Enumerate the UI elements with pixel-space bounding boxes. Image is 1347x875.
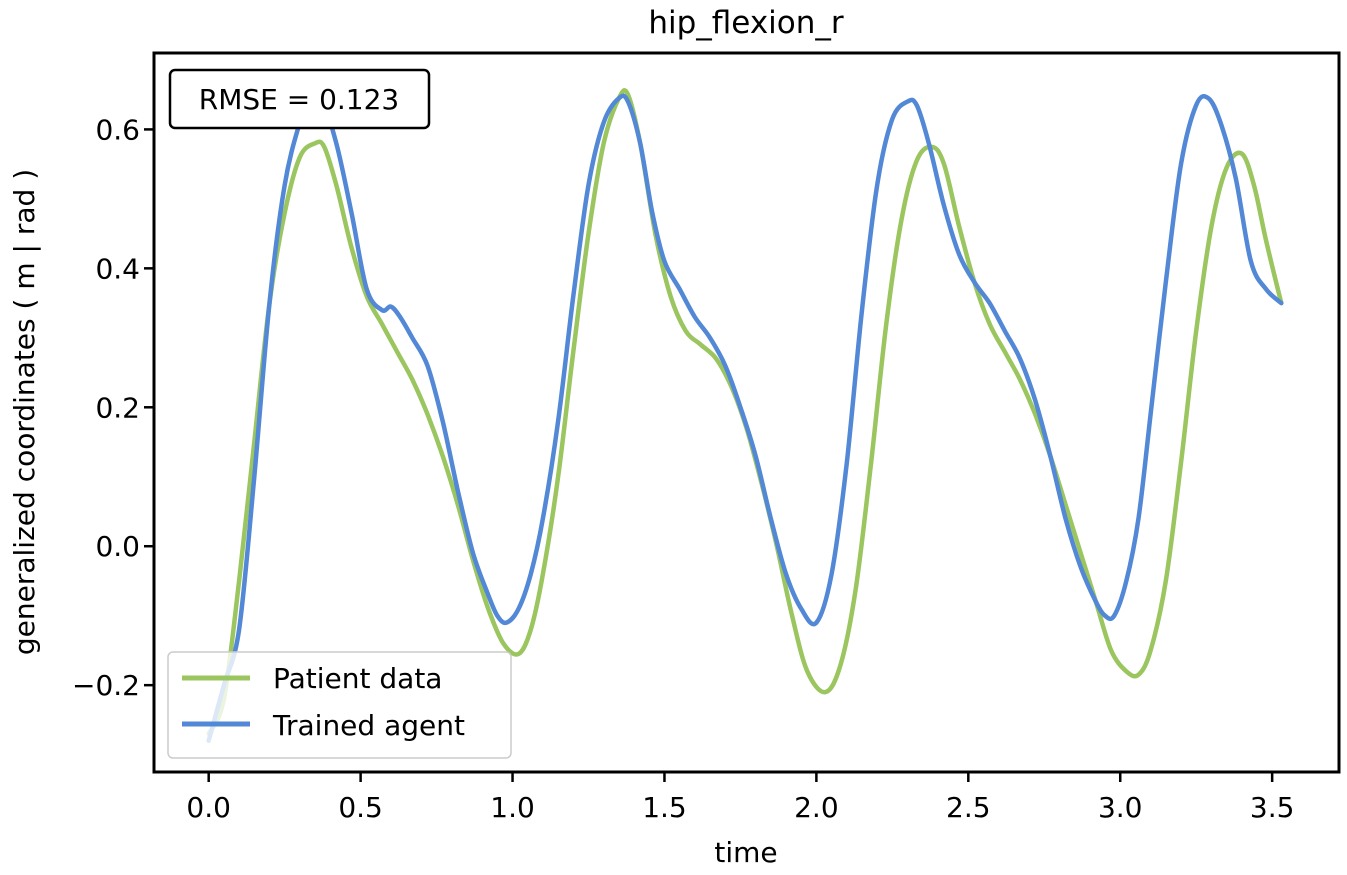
y-tick-label: 0.0 [95, 530, 140, 563]
x-tick-label: 1.5 [642, 791, 687, 824]
legend-label-patient: Patient data [273, 662, 442, 695]
series-layer [206, 88, 1284, 743]
legend: Patient data Trained agent [167, 651, 512, 759]
x-tick-label: 0.0 [186, 791, 231, 824]
annotation-box [168, 68, 431, 130]
x-tick-label: 3.0 [1098, 791, 1143, 824]
x-tick-label: 3.5 [1250, 791, 1295, 824]
series-trained-agent [206, 92, 1284, 743]
x-tick-label: 2.0 [794, 791, 839, 824]
x-tick-label: 1.0 [490, 791, 535, 824]
legend-label-agent: Trained agent [272, 709, 465, 742]
chart-title: hip_flexion_r [648, 5, 844, 41]
y-tick-label: 0.4 [95, 252, 140, 285]
y-axis-label: generalized coordinates ( m | rad ) [8, 169, 41, 655]
x-axis: 0.0 0.5 1.0 1.5 2.0 2.5 3.0 3.5 [186, 772, 1294, 824]
y-tick-label: 0.6 [95, 113, 140, 146]
x-tick-label: 2.5 [946, 791, 991, 824]
y-tick-label: 0.2 [95, 391, 140, 424]
rmse-annotation: RMSE = 0.123 [168, 68, 431, 130]
legend-box [167, 651, 512, 759]
x-tick-label: 0.5 [338, 791, 383, 824]
x-axis-label: time [714, 836, 777, 869]
annotation-text: RMSE = 0.123 [199, 83, 400, 116]
y-axis: −0.2 0.0 0.2 0.4 0.6 [72, 113, 154, 702]
y-tick-label: −0.2 [72, 669, 140, 702]
